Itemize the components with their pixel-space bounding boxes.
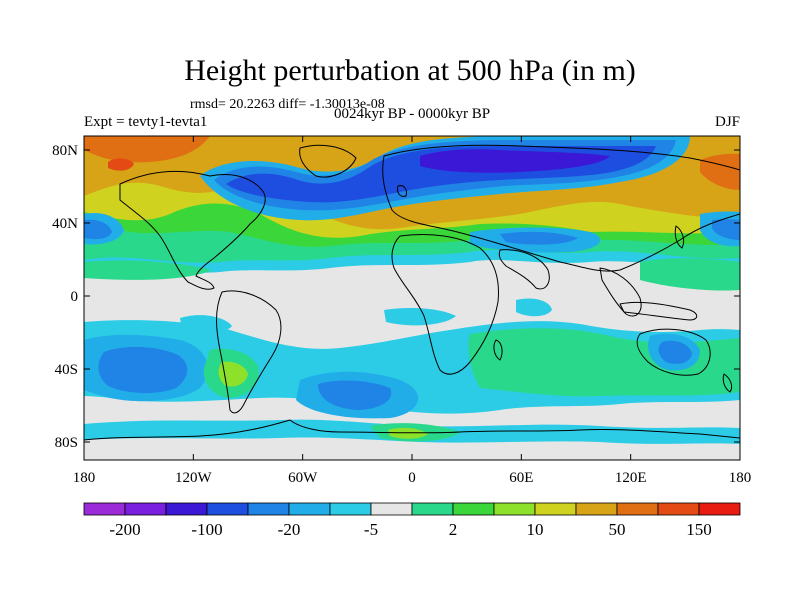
colorbar-label: -20 [278,520,301,539]
coastline-indonesia [619,301,698,321]
contour-blue-sio [658,340,692,364]
contour-blue-40n [500,231,578,245]
coastline-arabia-india [498,249,550,290]
coastline-greenland [299,144,357,178]
colorbar-swatch [575,502,618,516]
coastlines [84,144,740,441]
colorbar-swatch [411,502,454,516]
field-contours [84,136,740,460]
colorbar-label: -5 [364,520,378,539]
coastline-new-zealand [722,373,733,393]
colorbar-swatch [124,502,167,516]
colorbar-swatch [452,502,495,516]
lat-tick-label: 80N [52,143,78,159]
map-panel [84,136,740,460]
colorbar-swatch [206,502,249,516]
period-label: 0024kyr BP - 0000kyr BP [334,106,490,122]
colorbar-label: 10 [527,520,544,539]
figure-title: Height perturbation at 500 hPa (in m) [184,54,636,87]
lon-tick-label: 0 [408,470,416,486]
contour-cyan-eq3 [516,298,552,317]
colorbar-swatch [370,502,413,516]
colorbar-swatch [329,502,372,516]
colorbar-label: 50 [609,520,626,539]
season-label: DJF [715,114,740,130]
colorbar-swatch [698,502,741,516]
coastline-japan [674,225,685,249]
colorbar: -200 -100 -20 -5 2 10 50 150 [83,502,741,539]
colorbar-swatch [83,502,126,516]
lon-tick-label: 180 [73,470,96,486]
coastline-eurasia [382,144,740,272]
colorbar-swatch [288,502,331,516]
colorbar-label: 150 [686,520,712,539]
lat-tick-label: 0 [71,289,79,305]
contour-blue-east40n [712,219,740,240]
coastline-antarctica [84,419,740,441]
contour-blue-satl [318,380,392,410]
lon-tick-label: 120W [175,470,213,486]
lon-tick-label: 60W [288,470,318,486]
contour-cyan-eq1 [180,315,232,334]
longitude-axis: 180 120W 60W 0 60E 120E 180 [73,136,752,486]
coastline-africa [391,234,499,375]
lat-tick-label: 40S [55,362,78,378]
coastline-uk [397,185,407,197]
colorbar-swatch [165,502,208,516]
lat-tick-label: 40N [52,216,78,232]
colorbar-swatch [534,502,577,516]
colorbar-label: -200 [109,520,140,539]
coastline-southeast-asia [599,267,642,317]
coastline-madagascar [493,339,503,361]
contour-cyan-eq2 [384,308,456,326]
contour-blue-west40n [84,219,112,240]
colorbar-swatch [616,502,659,516]
colorbar-label: -100 [191,520,222,539]
experiment-label: Expt = tevty1-tevta1 [84,114,207,130]
lon-tick-label: 120E [615,470,647,486]
lon-tick-label: 60E [509,470,533,486]
lat-tick-label: 80S [55,435,78,451]
coastline-australia [636,328,711,376]
contour-blue-sw [98,346,188,394]
contour-green-pacific-n [640,258,740,291]
contour-navy-trough [420,149,610,173]
lon-tick-label: 180 [729,470,752,486]
latitude-axis: 80N 40N 0 40S 80S [52,143,740,451]
contour-red-nw [108,158,134,171]
stats-label: rmsd= 20.2263 diff= -1.30013e-08 [190,97,385,112]
contour-darkorange-north [84,136,210,163]
colorbar-label: 2 [449,520,458,539]
colorbar-swatch [247,502,290,516]
contour-darkorange-ne [700,153,740,190]
colorbar-swatch [657,502,700,516]
colorbar-swatch [493,502,536,516]
contour-green-atl-n [84,260,212,280]
coastline-south-america [216,290,282,414]
coastline-north-america [119,170,266,290]
contour-yellowgreen-antarctic [388,427,428,439]
contour-grey-antarctic [84,437,740,460]
